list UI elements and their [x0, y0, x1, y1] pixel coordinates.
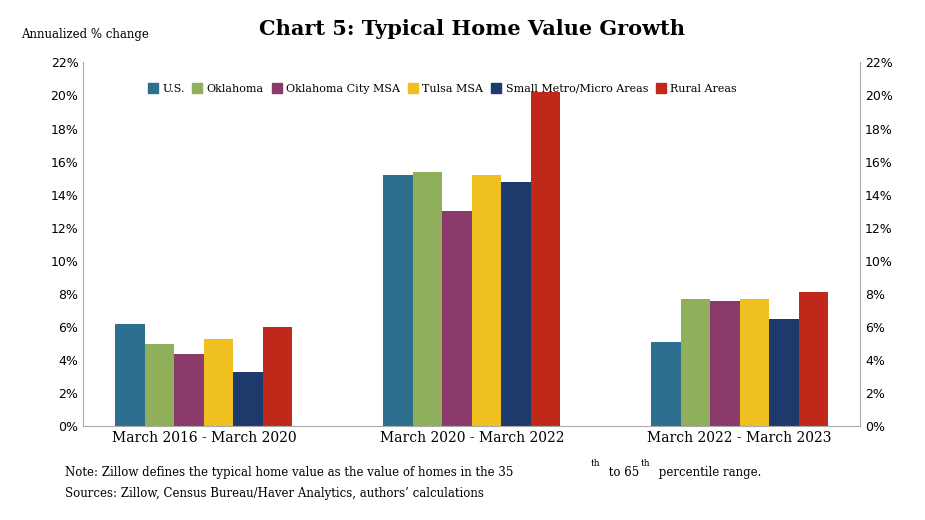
Bar — [651, 342, 681, 426]
Text: percentile range.: percentile range. — [655, 466, 761, 479]
Text: th: th — [591, 460, 600, 469]
Text: th: th — [641, 460, 650, 469]
Legend: U.S., Oklahoma, Oklahoma City MSA, Tulsa MSA, Small Metro/Micro Areas, Rural Are: U.S., Oklahoma, Oklahoma City MSA, Tulsa… — [143, 79, 742, 98]
Bar — [263, 327, 292, 426]
Text: to 65: to 65 — [605, 466, 639, 479]
Title: Chart 5: Typical Home Value Growth: Chart 5: Typical Home Value Growth — [259, 19, 684, 38]
Bar — [710, 301, 740, 426]
Bar — [770, 319, 798, 426]
Bar — [472, 175, 501, 426]
Bar — [174, 354, 204, 426]
Bar — [798, 292, 828, 426]
Bar — [442, 211, 472, 426]
Bar — [531, 92, 561, 426]
Bar — [383, 175, 413, 426]
Bar — [233, 372, 263, 426]
Bar — [740, 299, 770, 426]
Bar — [501, 181, 531, 426]
Text: Sources: Zillow, Census Bureau/Haver Analytics, authors’ calculations: Sources: Zillow, Census Bureau/Haver Ana… — [65, 487, 484, 500]
Text: Annualized % change: Annualized % change — [21, 28, 149, 41]
Bar — [204, 339, 233, 426]
Text: Note: Zillow defines the typical home value as the value of homes in the 35: Note: Zillow defines the typical home va… — [65, 466, 513, 479]
Bar — [681, 299, 710, 426]
Bar — [413, 172, 442, 426]
Bar — [145, 344, 174, 426]
Bar — [116, 324, 145, 426]
